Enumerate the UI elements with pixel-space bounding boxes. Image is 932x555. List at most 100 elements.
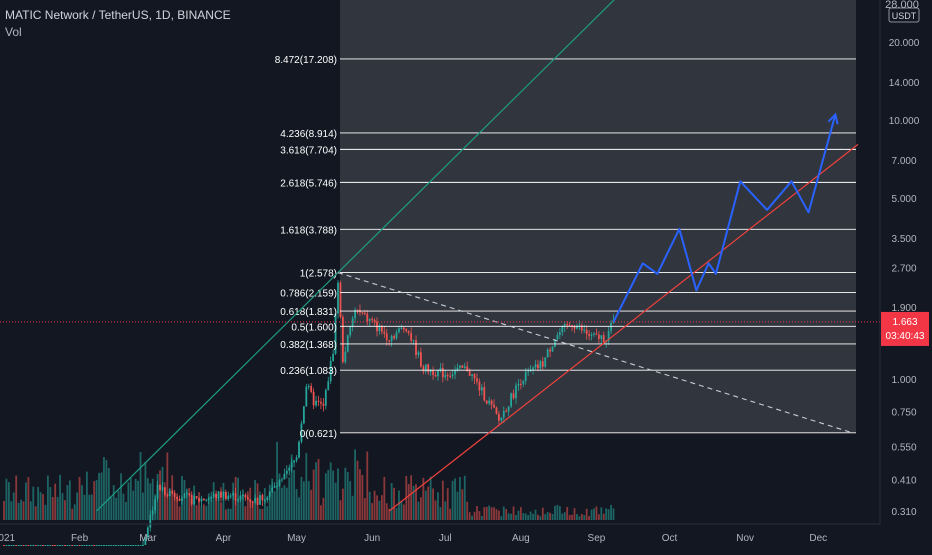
volume-bar: [395, 507, 398, 520]
y-tick-label: 20.000: [889, 38, 920, 49]
volume-bar: [541, 507, 544, 520]
candle-body: [566, 324, 569, 326]
volume-bar: [285, 487, 288, 520]
volume-bar: [288, 477, 291, 520]
volume-bar: [510, 513, 513, 520]
volume-bar: [117, 490, 120, 520]
candle-body: [388, 340, 391, 342]
y-tick-label: 14.000: [889, 78, 920, 89]
volume-bar: [244, 506, 247, 520]
volume-bar: [276, 441, 278, 520]
candle-body: [188, 493, 191, 495]
volume-bar: [232, 482, 235, 520]
fib-level-label: 3.618(7.704): [280, 145, 337, 156]
volume-bar: [373, 490, 376, 520]
candle-body: [441, 368, 444, 378]
candle-body: [229, 495, 232, 497]
volume-bar: [427, 486, 430, 520]
volume-bar: [142, 492, 144, 520]
candle-body: [110, 545, 113, 546]
candle-body: [554, 339, 556, 347]
volume-bar: [546, 512, 549, 520]
candle-body: [480, 387, 483, 391]
candle-body: [73, 545, 76, 546]
volume-bar: [83, 494, 86, 520]
volume-bar: [463, 475, 466, 520]
candle-body: [42, 545, 44, 546]
volume-bar: [493, 507, 495, 520]
candle-body: [120, 545, 122, 546]
volume-bar: [388, 508, 391, 520]
candle-body: [281, 479, 283, 481]
volume-bar: [576, 514, 578, 520]
volume-bar: [71, 508, 74, 520]
candle-body: [263, 500, 266, 502]
candle-body: [156, 484, 159, 500]
candle-body: [271, 487, 274, 492]
volume-bar: [549, 512, 552, 520]
candle-body: [527, 371, 530, 373]
candle-body: [22, 545, 25, 546]
x-tick-label: Oct: [662, 533, 678, 544]
volume-bar: [359, 469, 361, 520]
y-tick-label: 10.000: [889, 116, 920, 127]
candle-body: [476, 378, 478, 382]
volume-bar: [402, 504, 405, 520]
volume-bar: [454, 478, 456, 520]
candle-body: [151, 510, 154, 515]
candle-body: [361, 312, 364, 314]
volume-bar: [498, 510, 500, 520]
candle-body: [66, 545, 69, 546]
candle-body: [573, 326, 576, 329]
fib-level-label: 1.618(3.788): [280, 225, 337, 236]
candle-body: [183, 493, 186, 499]
volume-bar: [64, 500, 66, 520]
candle-body: [341, 317, 344, 362]
candle-body: [78, 545, 81, 546]
candle-body: [68, 545, 71, 546]
currency-badge[interactable]: [888, 7, 920, 23]
candle-body: [568, 324, 571, 326]
candle-body: [515, 385, 517, 399]
candle-body: [607, 331, 610, 342]
volume-bar: [456, 491, 459, 520]
volume-bar: [32, 486, 35, 520]
candle-body: [383, 331, 386, 334]
y-tick-label: 0.410: [891, 476, 916, 487]
candle-body: [220, 491, 222, 498]
candle-body: [412, 340, 415, 342]
y-tick-label: 7.000: [891, 156, 916, 167]
candle-body: [249, 499, 252, 502]
candle-body: [85, 545, 88, 546]
candle-body: [81, 545, 83, 546]
x-tick-label: Dec: [809, 533, 827, 544]
candle-body: [103, 545, 105, 546]
candle-body: [307, 385, 310, 387]
y-tick-label: 0.750: [891, 408, 916, 419]
volume-bar: [461, 489, 464, 520]
volume-bar: [412, 485, 415, 520]
candle-body: [134, 545, 137, 546]
volume-bar: [85, 471, 88, 520]
candle-body: [59, 545, 61, 546]
candle-body: [380, 325, 383, 332]
volume-bar: [242, 489, 244, 520]
candle-body: [17, 545, 20, 546]
candle-body: [290, 462, 293, 468]
volume-bar: [281, 487, 283, 520]
price-tag-countdown: 03:40:43: [886, 331, 925, 342]
volume-bar: [151, 478, 154, 520]
fib-level-label: 0(0.621): [300, 429, 337, 440]
candle-body: [444, 374, 447, 378]
candle-body: [107, 545, 110, 546]
candle-body: [54, 545, 57, 546]
volume-bar: [315, 462, 317, 520]
volume-bar: [354, 449, 356, 520]
candle-body: [510, 393, 513, 407]
volume-bar: [266, 506, 269, 520]
candle-body: [20, 545, 22, 546]
candle-body: [115, 545, 118, 546]
candle-body: [273, 486, 276, 488]
candle-body: [146, 527, 149, 538]
